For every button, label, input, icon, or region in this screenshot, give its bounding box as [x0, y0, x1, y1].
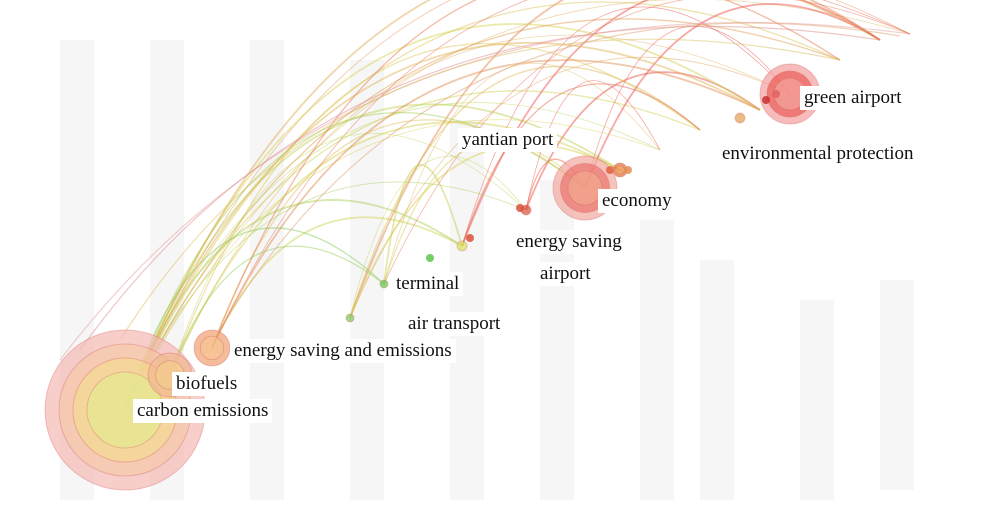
- background-bar: [880, 280, 914, 490]
- background-bar: [700, 260, 734, 500]
- label-terminal: terminal: [392, 272, 464, 296]
- link-arc: [169, 42, 701, 376]
- node-terminal: [379, 279, 389, 289]
- link-arc: [219, 22, 901, 331]
- label-biofuels: biofuels: [172, 372, 242, 396]
- minor-node: [606, 166, 614, 174]
- node-environmental-protection: [734, 112, 746, 124]
- link-arc: [119, 38, 841, 341]
- link-arc: [124, 102, 661, 411]
- co-occurrence-links: [59, 0, 911, 411]
- background-bar: [540, 180, 574, 500]
- label-airport: airport: [536, 262, 595, 286]
- link-arc: [349, 155, 527, 319]
- link-arc: [169, 34, 791, 376]
- label-yantian-port: yantian port: [458, 128, 558, 152]
- link-arc: [124, 181, 527, 411]
- minor-node: [772, 90, 780, 98]
- background-bar: [640, 220, 674, 500]
- link-arc: [584, 25, 791, 189]
- link-arc: [383, 0, 911, 285]
- node-energy-saving-and-emissions: [193, 329, 231, 367]
- minor-node: [466, 234, 474, 242]
- label-energy-saving-and-emissions: energy saving and emissions: [230, 339, 456, 363]
- link-arc: [124, 41, 761, 411]
- node-airport: [456, 240, 468, 252]
- link-arc: [124, 0, 911, 411]
- link-arc: [124, 199, 463, 411]
- link-arc: [79, 25, 881, 351]
- link-arc: [124, 90, 701, 411]
- label-air-transport: air transport: [404, 312, 505, 336]
- node-air-transport: [345, 313, 355, 323]
- link-arc: [461, 83, 701, 247]
- link-arc: [383, 164, 463, 285]
- link-arc: [211, 0, 911, 349]
- minor-node: [762, 96, 770, 104]
- link-arc: [211, 59, 761, 349]
- link-arc: [349, 65, 701, 319]
- background-bar: [250, 40, 284, 500]
- label-environmental-protection: environmental protection: [718, 142, 918, 166]
- link-arc: [211, 0, 841, 349]
- link-arc: [124, 0, 881, 411]
- link-arc: [525, 80, 661, 211]
- link-arc: [169, 245, 385, 376]
- link-arc: [525, 71, 761, 211]
- link-arc: [124, 0, 911, 411]
- background-bar: [800, 300, 834, 500]
- link-arc: [124, 1, 841, 411]
- link-arc: [124, 103, 621, 411]
- background-bars: [60, 40, 914, 500]
- link-arc: [349, 56, 791, 319]
- link-arc: [124, 23, 761, 411]
- minor-node: [624, 166, 632, 174]
- minor-node: [426, 254, 434, 262]
- link-arc: [584, 3, 881, 189]
- label-carbon-emissions: carbon emissions: [133, 399, 273, 423]
- background-bar: [450, 120, 484, 500]
- link-arc: [169, 132, 527, 376]
- label-green-airport: green airport: [800, 86, 906, 110]
- link-arc: [349, 0, 881, 319]
- link-arc: [124, 119, 661, 411]
- link-arc: [349, 143, 621, 319]
- label-energy-saving: energy saving: [512, 230, 626, 254]
- label-economy: economy: [598, 189, 676, 213]
- minor-node: [516, 204, 524, 212]
- background-bar: [350, 60, 384, 500]
